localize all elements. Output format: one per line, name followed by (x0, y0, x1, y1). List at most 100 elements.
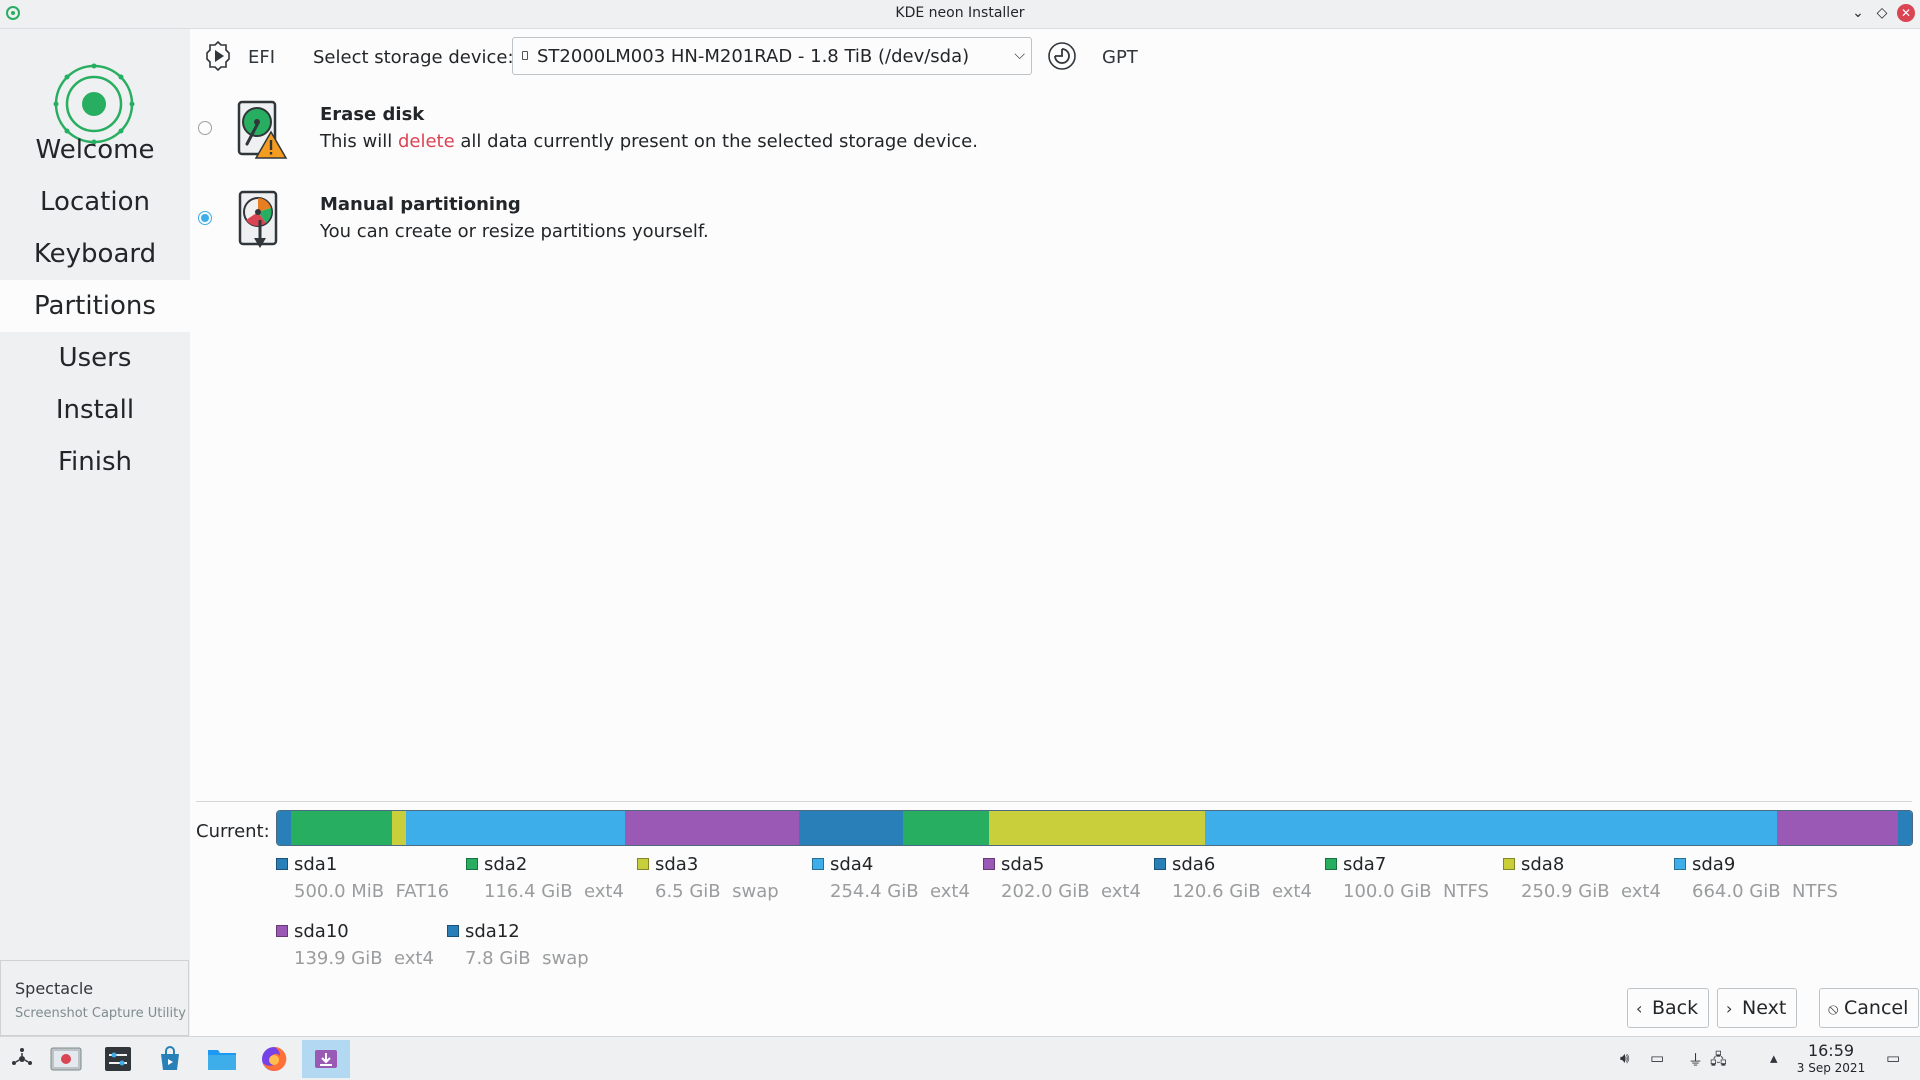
sidebar-item-users: Users (58, 343, 132, 373)
sidebar: Welcome Location Keyboard Partitions Use… (0, 29, 190, 1036)
erase-disk-radio[interactable] (198, 121, 212, 135)
usb-device-icon[interactable]: ⏚ (1688, 1051, 1704, 1069)
firmware-type-label: EFI (248, 47, 276, 68)
window-title: KDE neon Installer (895, 5, 1025, 21)
legend-partition-name: sda1 (294, 854, 338, 875)
close-button[interactable]: ✕ (1897, 4, 1915, 22)
spectacle-app-icon[interactable] (44, 1040, 88, 1078)
legend-swatch (1154, 858, 1166, 870)
tray-expand-icon[interactable]: ▴ (1770, 1049, 1778, 1067)
partition-table-label: GPT (1102, 47, 1138, 68)
legend-swatch (276, 858, 288, 870)
partition-segment-sda3 (391, 811, 407, 845)
legend-partition-name: sda3 (655, 854, 699, 875)
partition-bar (276, 810, 1913, 846)
chevron-left-icon: ‹ (1636, 999, 1643, 1018)
manual-partitioning-icon (238, 190, 278, 248)
sidebar-item-keyboard: Keyboard (33, 239, 157, 269)
taskbar: 🔊︎ ▭ ⏚ 🖧︎ ▴ 16:59 3 Sep 2021 ▭ (0, 1036, 1920, 1080)
clock-time: 16:59 (1807, 1041, 1855, 1060)
partition-segment-sda5 (625, 811, 800, 845)
partition-segment-sda8 (989, 811, 1206, 845)
chevron-down-icon: ⌵ (1014, 47, 1025, 63)
erase-desc-text-rest: all data currently present on the select… (454, 131, 978, 152)
sidebar-item-location: Location (40, 187, 150, 217)
device-toolbar: EFI Select storage device: ST2000LM003 H… (196, 34, 1916, 78)
partition-segment-sda7 (903, 811, 990, 845)
legend-partition-info: 6.5 GiB swap (655, 881, 779, 902)
back-button[interactable]: ‹ Back (1627, 988, 1710, 1028)
tooltip-subtitle: Screenshot Capture Utility (15, 1006, 186, 1021)
legend-partition-name: sda12 (465, 921, 520, 942)
legend-partition-info: 254.4 GiB ext4 (830, 881, 970, 902)
manual-partitioning-description: You can create or resize partitions your… (320, 221, 709, 242)
sidebar-item-welcome: Welcome (35, 135, 155, 165)
discover-icon[interactable] (148, 1040, 192, 1078)
clock[interactable]: 16:59 3 Sep 2021 (1788, 1041, 1874, 1075)
partition-table-icon (1048, 42, 1076, 70)
window-titlebar: KDE neon Installer ⌄ ◇ ✕ (0, 0, 1920, 29)
network-icon[interactable]: 🖧︎ (1710, 1050, 1727, 1068)
manual-partitioning-radio[interactable] (198, 211, 212, 225)
cancel-icon: ⦸ (1828, 999, 1839, 1018)
legend-partition-info: 120.6 GiB ext4 (1172, 881, 1312, 902)
select-device-label: Select storage device: (313, 47, 514, 68)
minimize-button[interactable]: ⌄ (1852, 5, 1864, 21)
firefox-icon[interactable] (252, 1040, 296, 1078)
erase-disk-title: Erase disk (320, 104, 425, 125)
legend-swatch (1503, 858, 1515, 870)
legend-swatch (466, 858, 478, 870)
next-button-label: Next (1742, 997, 1787, 1019)
chevron-right-icon: › (1726, 999, 1733, 1018)
legend-partition-info: 664.0 GiB NTFS (1692, 881, 1838, 902)
tooltip-title: Spectacle (15, 979, 94, 998)
show-desktop-icon[interactable]: ▭ (1886, 1049, 1901, 1067)
legend-swatch (276, 925, 288, 937)
erase-desc-delete-word: delete (397, 131, 455, 152)
legend-partition-name: sda7 (1343, 854, 1387, 875)
dolphin-file-manager-icon[interactable] (200, 1040, 244, 1078)
legend-swatch (637, 858, 649, 870)
sidebar-item-install: Install (55, 395, 135, 425)
erase-disk-icon (237, 100, 288, 159)
legend-partition-name: sda8 (1521, 854, 1565, 875)
legend-partition-name: sda6 (1172, 854, 1216, 875)
current-layout-label: Current: (196, 821, 270, 842)
erase-disk-description: This will delete all data currently pres… (320, 131, 978, 152)
cancel-button[interactable]: ⦸ Cancel (1819, 988, 1920, 1028)
sidebar-item-finish: Finish (57, 447, 132, 477)
taskbar-tooltip: Spectacle Screenshot Capture Utility (0, 960, 189, 1036)
legend-partition-info: 139.9 GiB ext4 (294, 948, 434, 969)
next-button[interactable]: › Next (1717, 988, 1798, 1028)
system-settings-icon[interactable] (96, 1040, 140, 1078)
installer-app-icon[interactable] (302, 1040, 350, 1078)
legend-partition-name: sda5 (1001, 854, 1045, 875)
manual-partitioning-title: Manual partitioning (320, 194, 521, 215)
partition-segment-sda6 (799, 811, 904, 845)
app-icon[interactable] (6, 6, 20, 20)
storage-device-dropdown[interactable]: ST2000LM003 HN-M201RAD - 1.8 TiB (/dev/s… (512, 37, 1032, 75)
legend-swatch (812, 858, 824, 870)
partition-segment-sda4 (406, 811, 626, 845)
maximize-button[interactable]: ◇ (1876, 5, 1888, 21)
legend-partition-info: 116.4 GiB ext4 (484, 881, 624, 902)
partition-segment-sda12 (1897, 811, 1912, 845)
legend-partition-name: sda2 (484, 854, 528, 875)
back-button-label: Back (1652, 997, 1699, 1019)
legend-partition-info: 100.0 GiB NTFS (1343, 881, 1489, 902)
legend-swatch (447, 925, 459, 937)
erase-desc-text: This will (320, 131, 398, 152)
volume-icon[interactable]: 🔊︎ (1620, 1049, 1630, 1067)
legend-partition-name: sda9 (1692, 854, 1736, 875)
legend-partition-info: 7.8 GiB swap (465, 948, 589, 969)
battery-icon[interactable]: ▭ (1650, 1049, 1665, 1067)
partition-segment-sda2 (291, 811, 392, 845)
legend-swatch (1325, 858, 1337, 870)
legend-swatch (983, 858, 995, 870)
partition-segment-sda10 (1777, 811, 1898, 845)
clock-date: 3 Sep 2021 (1796, 1061, 1866, 1075)
application-launcher-icon[interactable] (0, 1040, 44, 1078)
storage-device-value: ST2000LM003 HN-M201RAD - 1.8 TiB (/dev/s… (537, 46, 970, 67)
sidebar-item-partitions: Partitions (0, 280, 190, 332)
legend-swatch (1674, 858, 1686, 870)
